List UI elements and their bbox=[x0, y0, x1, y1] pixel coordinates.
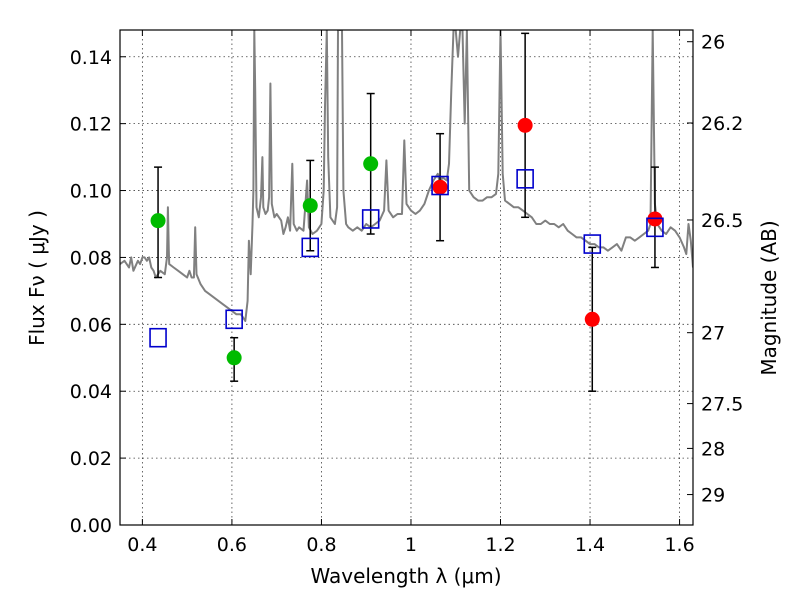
spectrum-line bbox=[120, 30, 693, 322]
model-point bbox=[225, 309, 243, 330]
y-axis-label: Flux Fν ( μJy ) bbox=[25, 210, 49, 346]
x-tick-label: 0.4 bbox=[127, 534, 157, 556]
data-point bbox=[584, 311, 600, 327]
x-tick-label: 1.2 bbox=[485, 534, 515, 556]
y-tick-label: 0.08 bbox=[70, 247, 112, 269]
model-point bbox=[149, 327, 167, 348]
data-point bbox=[150, 213, 166, 229]
x-axis-label: Wavelength λ (μm) bbox=[310, 564, 501, 588]
x-axis-ticks: 0.4 0.6 0.8 1 1.2 1.4 1.6 bbox=[127, 30, 695, 556]
y-tick-label: 0.06 bbox=[70, 314, 112, 336]
y2-tick-label: 27 bbox=[701, 323, 725, 345]
x-tick-label: 1.6 bbox=[664, 534, 694, 556]
data-point bbox=[363, 156, 379, 172]
y2-tick-label: 27.5 bbox=[701, 394, 743, 416]
y-tick-label: 0.04 bbox=[70, 381, 112, 403]
y2-axis-label: Magnitude (AB) bbox=[757, 220, 781, 375]
y-tick-label: 0.14 bbox=[70, 47, 112, 69]
plot-frame bbox=[119, 29, 694, 526]
y-tick-label: 0.00 bbox=[70, 515, 112, 537]
model-point bbox=[583, 234, 602, 254]
x-tick-label: 1 bbox=[405, 534, 417, 556]
data-point bbox=[432, 179, 448, 195]
model-point bbox=[516, 169, 534, 189]
model-point bbox=[431, 175, 449, 196]
photometry-points bbox=[149, 32, 664, 392]
y2-axis-ticks: 26 26.2 26.5 27 27.5 28 29 bbox=[687, 32, 743, 507]
y-axis-ticks: 0.00 0.02 0.04 0.06 0.08 0.10 0.12 0.14 bbox=[70, 47, 126, 537]
data-point bbox=[517, 117, 533, 133]
y2-tick-label: 26.5 bbox=[701, 210, 743, 232]
data-point bbox=[302, 198, 318, 214]
data-point bbox=[226, 350, 242, 366]
model-point bbox=[301, 237, 320, 258]
y2-tick-label: 26 bbox=[701, 32, 725, 54]
y-tick-label: 0.02 bbox=[70, 448, 112, 470]
model-spectrum bbox=[120, 30, 693, 322]
model-point bbox=[361, 209, 380, 229]
x-tick-label: 0.8 bbox=[306, 534, 336, 556]
y2-tick-label: 29 bbox=[701, 485, 725, 507]
plot-background bbox=[120, 30, 693, 525]
y-tick-label: 0.12 bbox=[70, 114, 112, 136]
x-tick-label: 1.4 bbox=[575, 534, 605, 556]
model-point bbox=[646, 217, 664, 238]
y2-tick-label: 28 bbox=[701, 438, 725, 460]
x-tick-label: 0.6 bbox=[217, 534, 247, 556]
y2-tick-label: 26.2 bbox=[701, 113, 743, 135]
y-tick-label: 0.10 bbox=[70, 181, 112, 203]
